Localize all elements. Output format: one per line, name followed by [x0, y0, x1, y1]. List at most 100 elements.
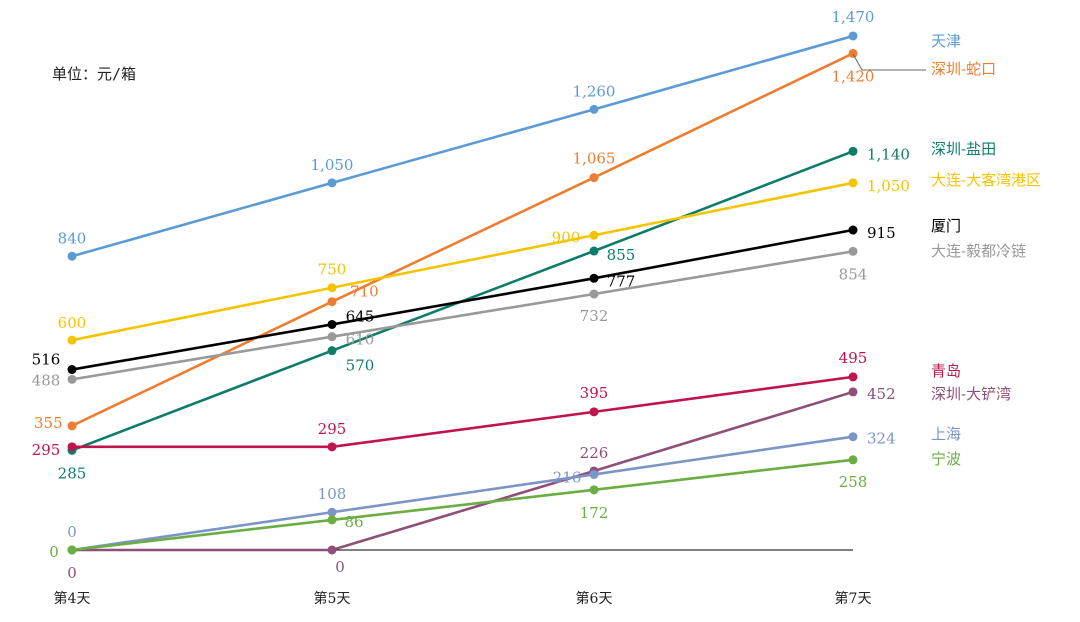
- legend-label: 厦门: [931, 217, 961, 235]
- data-point: [589, 407, 599, 417]
- legend-label: 宁波: [931, 450, 961, 468]
- data-label: 172: [580, 504, 609, 522]
- series-line-上海: [71, 435, 854, 552]
- data-point: [848, 48, 858, 58]
- data-label: 452: [867, 385, 896, 403]
- legend-label: 深圳-盐田: [931, 140, 996, 158]
- data-label: 854: [839, 265, 868, 283]
- data-label: 750: [318, 261, 347, 279]
- data-point: [327, 319, 337, 329]
- data-point: [67, 251, 77, 261]
- data-point: [589, 230, 599, 240]
- data-label: 645: [346, 307, 375, 325]
- data-label: 610: [346, 331, 375, 349]
- data-point: [327, 346, 337, 356]
- data-point: [67, 335, 77, 345]
- data-point: [67, 365, 77, 375]
- data-label: 216: [553, 468, 582, 486]
- data-label: 258: [839, 473, 868, 491]
- data-label: 226: [580, 444, 609, 462]
- unit-label: 单位：元/箱: [52, 65, 137, 83]
- data-label: 1,050: [311, 156, 354, 174]
- data-point: [67, 442, 77, 452]
- legend-label: 深圳-蛇口: [931, 60, 996, 78]
- data-point: [589, 289, 599, 299]
- series-line-天津: [71, 34, 854, 258]
- data-point: [848, 178, 858, 188]
- x-tick-label: 第4天: [54, 590, 91, 607]
- data-label: 295: [32, 441, 61, 459]
- data-label: 710: [350, 283, 379, 301]
- data-point: [67, 545, 77, 555]
- data-point: [67, 374, 77, 384]
- data-point: [327, 545, 337, 555]
- x-tick-label: 第7天: [835, 590, 872, 607]
- data-label: 570: [346, 357, 375, 375]
- data-label: 900: [552, 228, 581, 246]
- data-point: [848, 225, 858, 235]
- data-label: 324: [867, 430, 896, 448]
- data-label: 516: [32, 351, 61, 369]
- data-point: [589, 173, 599, 183]
- data-point: [848, 246, 858, 256]
- series-line-青岛: [72, 375, 854, 449]
- data-point: [848, 387, 858, 397]
- data-point: [327, 515, 337, 525]
- data-label: 108: [318, 485, 347, 503]
- data-label: 855: [607, 246, 636, 264]
- series-line-深圳-蛇口: [71, 52, 854, 428]
- data-point: [848, 432, 858, 442]
- data-point: [589, 104, 599, 114]
- data-point: [327, 283, 337, 293]
- data-point: [327, 297, 337, 307]
- data-label: 915: [867, 224, 896, 242]
- legend-label: 青岛: [931, 362, 961, 380]
- legend-label: 大连-大客湾港区: [931, 171, 1041, 189]
- data-point: [67, 421, 77, 431]
- data-label: 0: [49, 543, 59, 561]
- x-tick-label: 第6天: [576, 590, 613, 607]
- legend-label: 天津: [931, 32, 961, 50]
- data-point: [848, 455, 858, 465]
- data-label: 1,420: [832, 67, 875, 85]
- data-label: 355: [34, 414, 63, 432]
- data-label: 777: [607, 272, 636, 290]
- data-label: 495: [839, 349, 868, 367]
- data-point: [327, 507, 337, 517]
- series-line-宁波: [71, 458, 854, 552]
- data-label: 840: [58, 229, 87, 247]
- x-tick-label: 第5天: [314, 590, 351, 607]
- legend-leader-line: [852, 53, 926, 71]
- data-point: [589, 485, 599, 495]
- legend-label: 深圳-大铲湾: [931, 385, 1011, 403]
- data-label: 0: [67, 564, 77, 582]
- data-point: [848, 31, 858, 41]
- data-label: 285: [58, 464, 87, 482]
- data-label: 1,065: [573, 150, 616, 168]
- data-point: [589, 273, 599, 283]
- series-line-大连-毅都冷链: [71, 250, 854, 381]
- data-label: 1,050: [867, 177, 910, 195]
- data-label: 600: [58, 314, 87, 332]
- data-label: 0: [67, 523, 77, 541]
- data-label: 395: [580, 384, 609, 402]
- legend-label: 上海: [931, 425, 961, 443]
- data-point: [327, 442, 337, 452]
- data-label: 0: [335, 558, 345, 576]
- data-point: [589, 246, 599, 256]
- data-label: 1,140: [867, 145, 910, 163]
- data-label: 295: [318, 420, 347, 438]
- data-label: 488: [32, 371, 61, 389]
- series-line-厦门: [71, 228, 854, 371]
- data-point: [848, 146, 858, 156]
- data-point: [848, 372, 858, 382]
- legend-label: 大连-毅都冷链: [931, 242, 1026, 260]
- data-label: 1,470: [832, 8, 875, 26]
- data-label: 1,260: [573, 82, 616, 100]
- data-point: [589, 469, 599, 479]
- data-point: [327, 332, 337, 342]
- data-point: [327, 178, 337, 188]
- series-line-大连-大客湾港区: [71, 181, 854, 342]
- data-label: 86: [344, 513, 363, 531]
